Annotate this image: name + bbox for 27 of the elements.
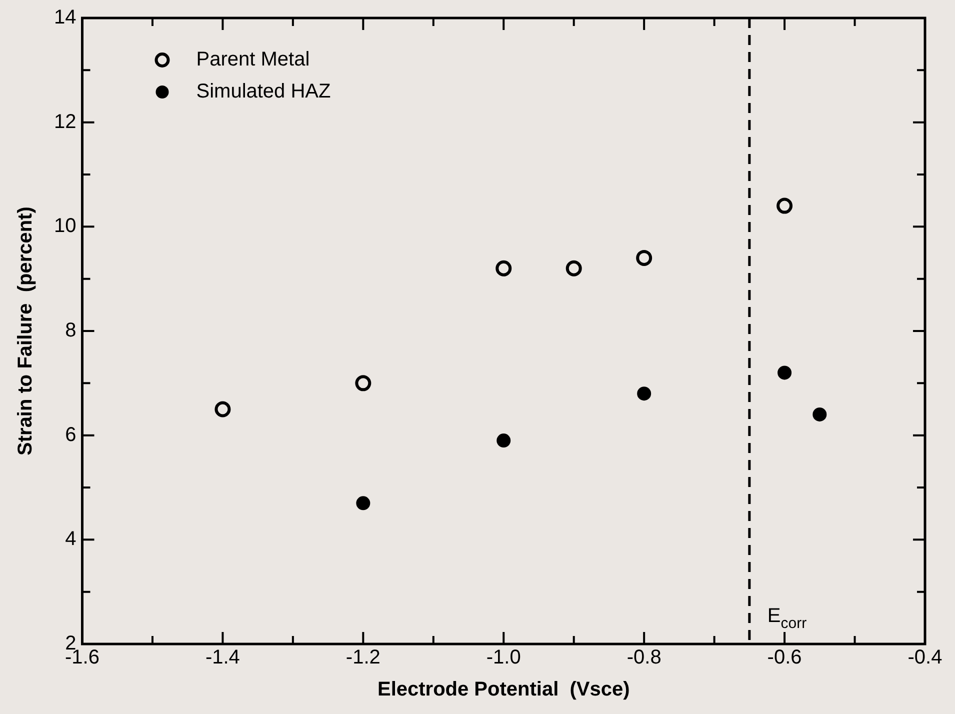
point bbox=[636, 250, 652, 266]
x-tick-label: -0.4 bbox=[908, 646, 942, 669]
point bbox=[214, 401, 231, 418]
point bbox=[356, 496, 370, 510]
x-axis-title: Electrode Potential (Vsce) bbox=[377, 678, 630, 701]
y-tick-label: 10 bbox=[54, 215, 76, 238]
x-tick-label: -1.2 bbox=[346, 646, 380, 669]
point bbox=[776, 198, 793, 214]
point bbox=[637, 386, 652, 401]
y-tick-label: 6 bbox=[65, 424, 76, 446]
y-tick-label: 12 bbox=[54, 110, 76, 133]
point bbox=[812, 407, 827, 422]
point bbox=[778, 366, 792, 380]
x-tick-label: -0.8 bbox=[626, 646, 662, 669]
x-tick-label: -0.6 bbox=[767, 646, 802, 669]
point bbox=[496, 260, 512, 276]
x-tick-label: -1.4 bbox=[205, 646, 240, 669]
y-tick-label: 4 bbox=[65, 528, 76, 550]
point bbox=[496, 434, 511, 448]
y-axis-title: Strain to Failure (percent) bbox=[14, 206, 37, 456]
point bbox=[355, 375, 372, 392]
legend-label: Simulated HAZ bbox=[196, 80, 331, 103]
y-tick-label: 14 bbox=[54, 6, 76, 29]
x-tick-label: -1.0 bbox=[486, 646, 521, 669]
legend-label: Parent Metal bbox=[196, 48, 310, 71]
y-tick-label: 8 bbox=[65, 320, 76, 342]
point bbox=[566, 260, 582, 276]
